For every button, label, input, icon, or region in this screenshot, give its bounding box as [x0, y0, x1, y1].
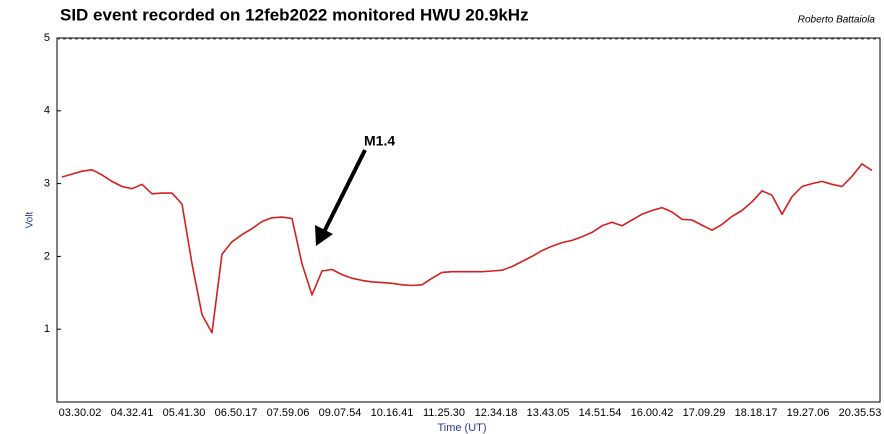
- y-tick-label: 2: [44, 250, 50, 262]
- x-tick-label: 11.25.30: [423, 407, 465, 419]
- data-line: [61, 163, 873, 334]
- x-tick-label: 07.59.06: [267, 407, 310, 419]
- plot-frame: [56, 37, 881, 403]
- x-tick-label: 20.35.53: [839, 407, 882, 419]
- chart-title: SID event recorded on 12feb2022 monitore…: [60, 5, 529, 24]
- x-tick-label: 05.41.30: [163, 407, 206, 419]
- annotation: M1.4: [364, 133, 395, 149]
- y-axis-label: Volt: [25, 211, 36, 228]
- x-tick-label: 10.16.41: [371, 407, 414, 419]
- x-tick-label: 04.32.41: [111, 407, 154, 419]
- x-tick-label: 12.34.18: [475, 407, 518, 419]
- x-tick-label: 09.07.54: [319, 407, 362, 419]
- x-tick-label: 18.18.17: [735, 407, 778, 419]
- arrow-head: [315, 225, 333, 246]
- x-tick-label: 16.00.42: [631, 407, 674, 419]
- y-tick-label: 3: [44, 178, 50, 190]
- credit: Roberto Battaiola: [798, 15, 876, 26]
- x-axis-label: Time (UT): [437, 422, 486, 434]
- x-tick-label: 17.09.29: [683, 407, 726, 419]
- y-tick-label: 5: [44, 32, 50, 44]
- arrow-shaft: [322, 149, 367, 233]
- x-tick-label: 13.43.05: [527, 407, 570, 419]
- y-tick-label: 1: [44, 323, 50, 335]
- x-tick-label: 19.27.06: [787, 407, 830, 419]
- y-tick-label: 4: [44, 105, 50, 117]
- x-tick-label: 06.50.17: [215, 407, 258, 419]
- x-tick-label: 14.51.54: [579, 407, 622, 419]
- x-tick-label: 03.30.02: [59, 407, 102, 419]
